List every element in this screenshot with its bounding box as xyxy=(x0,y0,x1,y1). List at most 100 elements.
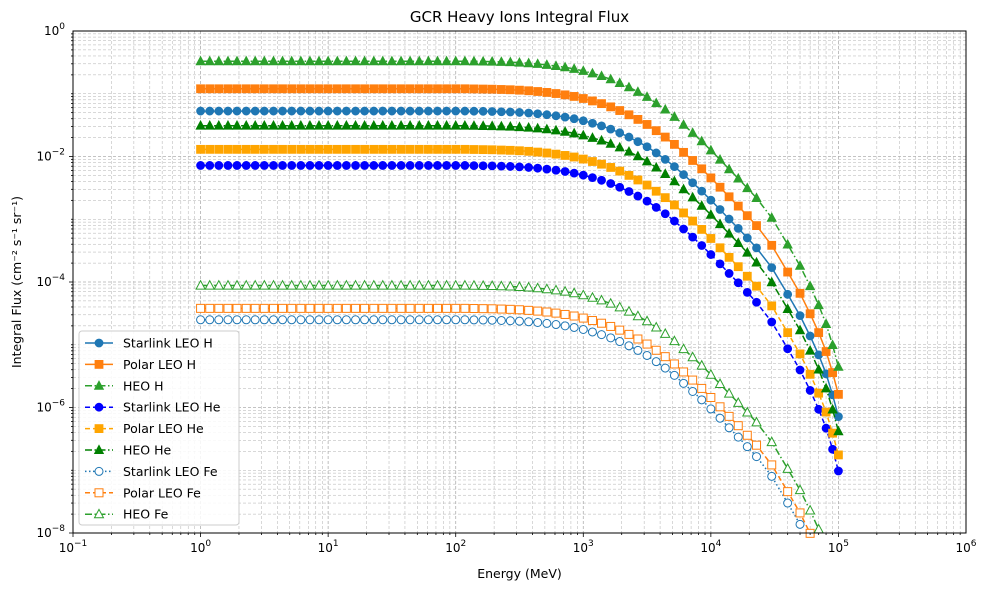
chart-title: GCR Heavy Ions Integral Flux xyxy=(410,8,629,26)
data-point xyxy=(405,315,415,325)
data-point xyxy=(451,84,461,94)
data-point xyxy=(542,148,552,158)
data-point xyxy=(752,221,761,231)
data-point xyxy=(659,327,671,338)
data-point xyxy=(678,183,689,194)
series-starlink-leo-fe xyxy=(196,315,805,529)
data-point xyxy=(249,279,261,290)
data-point xyxy=(231,279,243,290)
data-point xyxy=(277,55,288,66)
data-point xyxy=(606,333,616,343)
data-point xyxy=(551,149,561,159)
data-point xyxy=(433,315,443,325)
data-point xyxy=(588,96,597,106)
data-point xyxy=(678,343,689,354)
data-point xyxy=(783,487,793,497)
data-point xyxy=(323,106,333,116)
data-point xyxy=(733,262,743,272)
data-point xyxy=(804,280,816,291)
data-point xyxy=(551,308,561,318)
data-point xyxy=(277,120,288,130)
data-point xyxy=(468,55,480,66)
data-point xyxy=(633,345,643,355)
data-point xyxy=(578,94,588,103)
data-point xyxy=(733,223,743,233)
data-point xyxy=(258,279,270,290)
data-point xyxy=(214,161,224,170)
data-point xyxy=(305,84,315,94)
data-point xyxy=(696,135,707,146)
data-point xyxy=(605,73,616,84)
data-point xyxy=(795,508,805,518)
data-point xyxy=(487,84,497,94)
data-point xyxy=(314,144,324,154)
data-point xyxy=(833,425,844,436)
data-point xyxy=(395,55,407,66)
legend-item: Polar LEO He xyxy=(85,421,204,436)
data-point xyxy=(223,161,233,170)
data-point xyxy=(214,315,224,325)
data-point xyxy=(679,170,688,180)
data-point xyxy=(587,67,598,78)
ticks: 10−1 100 101 102 103 104 105 106 10−8 10−6 10−4 10−… xyxy=(36,22,976,555)
data-point xyxy=(733,432,743,442)
data-point xyxy=(834,450,843,460)
data-point xyxy=(414,106,424,116)
data-point xyxy=(783,267,793,277)
data-point xyxy=(651,148,661,158)
data-point xyxy=(742,211,752,221)
series-polar-leo-fe xyxy=(196,303,815,538)
data-point xyxy=(433,303,443,313)
x-tick-label: 100 xyxy=(190,539,211,555)
data-point xyxy=(505,56,516,67)
data-point xyxy=(387,303,397,313)
data-point xyxy=(414,120,425,130)
data-point xyxy=(405,161,415,170)
data-point xyxy=(396,303,406,313)
data-point xyxy=(478,84,488,94)
data-point xyxy=(278,161,287,170)
data-point xyxy=(559,285,571,296)
data-point xyxy=(569,311,579,321)
data-point xyxy=(706,392,716,402)
data-point xyxy=(651,186,661,196)
data-point xyxy=(606,179,616,188)
data-point xyxy=(378,106,388,116)
data-point xyxy=(820,318,832,328)
data-point xyxy=(377,55,388,66)
data-point xyxy=(794,484,806,495)
data-point xyxy=(742,430,752,440)
data-point xyxy=(296,315,306,325)
data-point xyxy=(514,281,525,291)
data-point xyxy=(477,279,489,290)
data-point xyxy=(733,172,744,183)
data-point xyxy=(642,339,652,349)
data-point xyxy=(278,144,287,154)
data-point xyxy=(387,84,397,94)
data-point xyxy=(395,120,407,130)
data-point xyxy=(505,145,515,155)
data-point xyxy=(195,279,206,290)
data-point xyxy=(459,55,471,66)
data-point xyxy=(742,271,752,281)
data-point xyxy=(697,383,707,393)
data-point xyxy=(250,303,260,313)
data-point xyxy=(405,106,415,116)
data-point xyxy=(404,55,416,66)
data-point xyxy=(278,303,288,313)
data-point xyxy=(767,317,777,327)
data-point xyxy=(205,161,215,170)
data-point xyxy=(322,279,334,290)
data-point xyxy=(269,106,278,116)
data-point xyxy=(378,315,388,325)
series-layer xyxy=(195,55,844,538)
data-point xyxy=(387,161,397,170)
data-point xyxy=(195,55,206,66)
legend-label: Polar LEO H xyxy=(123,357,196,372)
data-point xyxy=(615,128,625,138)
data-point xyxy=(615,166,625,176)
data-point xyxy=(331,279,343,290)
data-point xyxy=(533,109,543,119)
data-point xyxy=(633,137,643,147)
data-point xyxy=(396,161,406,170)
